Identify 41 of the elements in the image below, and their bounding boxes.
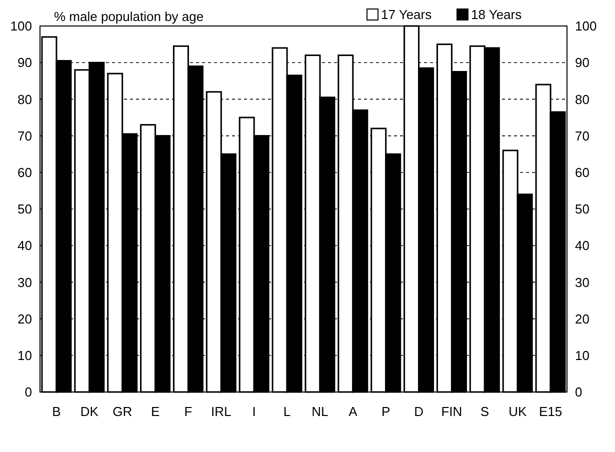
x-tick-label: D bbox=[414, 404, 424, 419]
y-tick-label: 70 bbox=[18, 128, 32, 144]
y2-tick-label: 90 bbox=[575, 55, 590, 70]
y2-tick-label: 70 bbox=[575, 128, 590, 144]
x-tick-label: FIN bbox=[441, 404, 462, 419]
y-tick-label: 50 bbox=[18, 202, 32, 217]
x-tick-label: I bbox=[252, 404, 256, 419]
x-tick-label: S bbox=[480, 404, 490, 419]
x-tick-label: IRL bbox=[211, 404, 232, 419]
x-tick-label: B bbox=[52, 404, 61, 419]
y-tick-label: 60 bbox=[18, 164, 32, 180]
x-tick-label: GR bbox=[112, 404, 132, 419]
y2-tick-label: 10 bbox=[575, 348, 590, 363]
y-tick-label: 100 bbox=[10, 18, 32, 34]
x-tick-label: A bbox=[348, 404, 358, 419]
x-tick-label: E bbox=[150, 404, 160, 419]
y2-tick-label: 0 bbox=[575, 384, 582, 400]
x-tick-label: UK bbox=[508, 404, 527, 419]
y-tick-label: 0 bbox=[24, 384, 32, 400]
y2-tick-label: 80 bbox=[575, 92, 590, 107]
y2-tick-label: 20 bbox=[575, 311, 590, 326]
y-tick-label: 80 bbox=[18, 92, 32, 107]
y2-tick-label: 40 bbox=[575, 238, 590, 254]
y-tick-label: 20 bbox=[18, 311, 32, 326]
x-tick-label: P bbox=[382, 404, 390, 419]
x-tick-label: F bbox=[184, 404, 192, 419]
y2-tick-label: 60 bbox=[575, 164, 590, 180]
x-tick-label: NL bbox=[312, 404, 328, 419]
x-tick-label: L bbox=[283, 404, 291, 419]
legend-label: 17 Years bbox=[381, 7, 432, 22]
y-tick-label: 90 bbox=[18, 55, 32, 70]
x-tick-label: E15 bbox=[538, 404, 562, 419]
x-tick-label: DK bbox=[80, 404, 99, 419]
y-tick-label: 30 bbox=[18, 274, 32, 290]
y-tick-label: 10 bbox=[18, 348, 32, 363]
y2-tick-label: 100 bbox=[575, 18, 597, 34]
y-tick-label: 40 bbox=[18, 238, 32, 254]
y2-tick-label: 50 bbox=[575, 202, 590, 217]
chart-title: % male population by age bbox=[54, 9, 204, 24]
legend-label: 18 Years bbox=[471, 7, 522, 22]
y2-tick-label: 30 bbox=[575, 274, 590, 290]
